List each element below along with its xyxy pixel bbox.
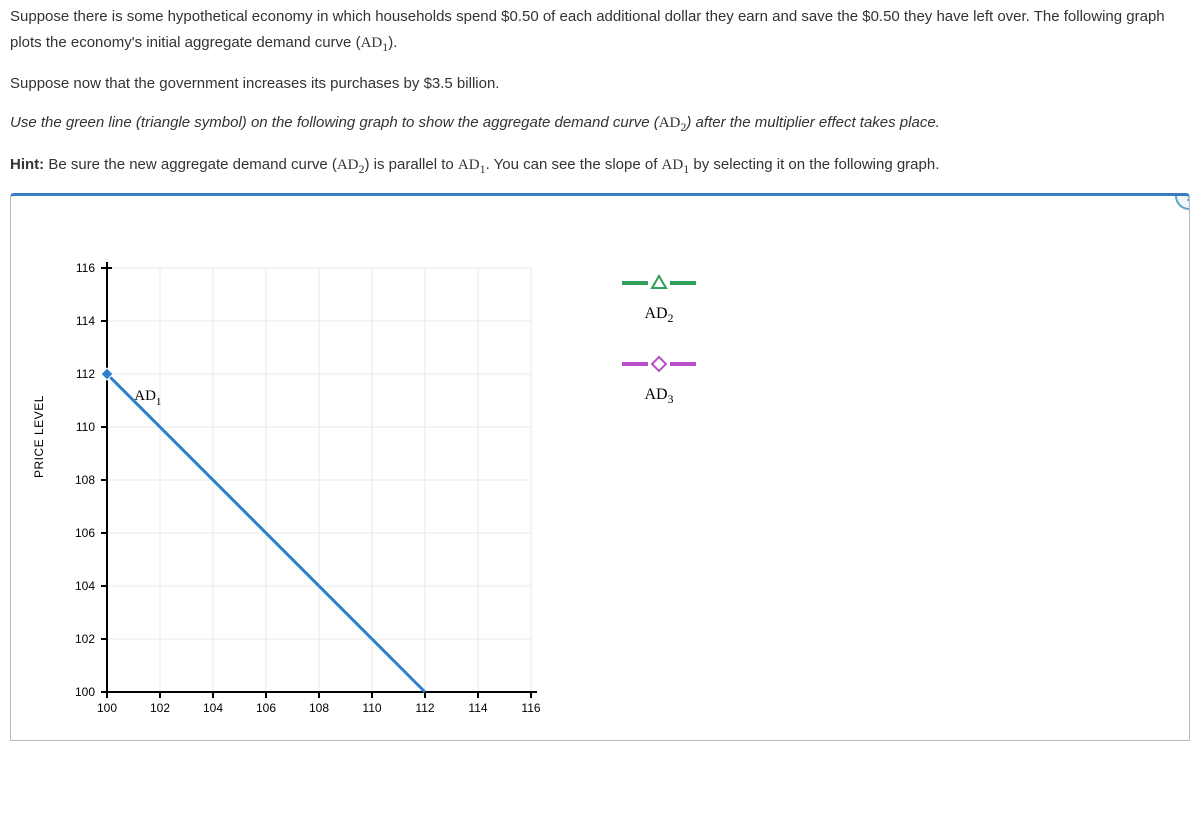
svg-text:100: 100 <box>75 685 95 699</box>
graph-panel: ? PRICE LEVEL 10010010210210410410610610… <box>10 193 1190 741</box>
svg-text:108: 108 <box>75 473 95 487</box>
svg-text:106: 106 <box>256 701 276 715</box>
svg-text:114: 114 <box>468 701 487 715</box>
legend-ad3-label: AD3 <box>599 381 719 410</box>
help-icon: ? <box>1184 193 1190 205</box>
svg-text:110: 110 <box>362 701 381 715</box>
svg-text:102: 102 <box>75 632 95 646</box>
hint-ad1b: AD <box>662 157 684 173</box>
svg-text:104: 104 <box>75 579 95 593</box>
p1-ad1: AD <box>361 35 383 51</box>
svg-text:116: 116 <box>521 701 540 715</box>
legend-ad2-label: AD2 <box>599 300 719 329</box>
plot-canvas[interactable]: 100100 102 102 104 104 106 106 108 108 110 110 112 1… <box>67 248 567 728</box>
svg-text:114: 114 <box>76 314 95 328</box>
hint-paragraph: Hint: Be sure the new aggregate demand c… <box>10 152 1190 179</box>
p1-text-c: ). <box>388 34 397 51</box>
hint-mid1: ) is parallel to <box>365 156 458 173</box>
svg-text:104: 104 <box>203 701 223 715</box>
svg-text:108: 108 <box>309 701 329 715</box>
question-text: Suppose there is some hypothetical econo… <box>0 0 1200 179</box>
hint-mid2: . You can see the slope of <box>486 156 662 173</box>
y-axis-label: PRICE LEVEL <box>29 395 49 478</box>
svg-text:112: 112 <box>415 701 434 715</box>
diamond-icon <box>599 353 719 375</box>
hint-pre: Be sure the new aggregate demand curve ( <box>44 156 337 173</box>
legend-item-ad2[interactable]: AD2 <box>599 272 719 329</box>
instr-ad2: AD <box>659 115 681 131</box>
legend-ad3-sub: 3 <box>668 392 674 406</box>
instr-mid: ) after the multiplier effect takes plac… <box>686 114 939 131</box>
hint-ad1a: AD <box>458 157 480 173</box>
svg-text:102: 102 <box>150 701 170 715</box>
instr-pre: Use the green line (triangle symbol) on … <box>10 114 659 131</box>
svg-text:106: 106 <box>75 526 95 540</box>
legend-ad3-text: AD <box>644 386 667 403</box>
legend-item-ad3[interactable]: AD3 <box>599 353 719 410</box>
legend-ad2-sub: 2 <box>668 311 674 325</box>
hint-ad2: AD <box>337 157 359 173</box>
p1-text-a: Suppose there is some hypothetical econo… <box>10 8 1165 51</box>
legend-ad2-text: AD <box>644 305 667 322</box>
triangle-icon <box>599 272 719 294</box>
help-button[interactable]: ? <box>1175 193 1190 210</box>
svg-text:110: 110 <box>76 420 95 434</box>
hint-post: by selecting it on the following graph. <box>689 156 939 173</box>
svg-text:112: 112 <box>76 367 95 381</box>
instruction-paragraph: Use the green line (triangle symbol) on … <box>10 110 1190 137</box>
svg-text:116: 116 <box>76 261 95 275</box>
legend: AD2 AD3 <box>599 272 719 433</box>
paragraph-1: Suppose there is some hypothetical econo… <box>10 4 1190 57</box>
svg-text:100: 100 <box>97 701 117 715</box>
paragraph-2: Suppose now that the government increase… <box>10 71 1190 97</box>
hint-label: Hint: <box>10 156 44 173</box>
chart-area[interactable]: PRICE LEVEL 1001001021021041041061061081… <box>39 248 1181 718</box>
